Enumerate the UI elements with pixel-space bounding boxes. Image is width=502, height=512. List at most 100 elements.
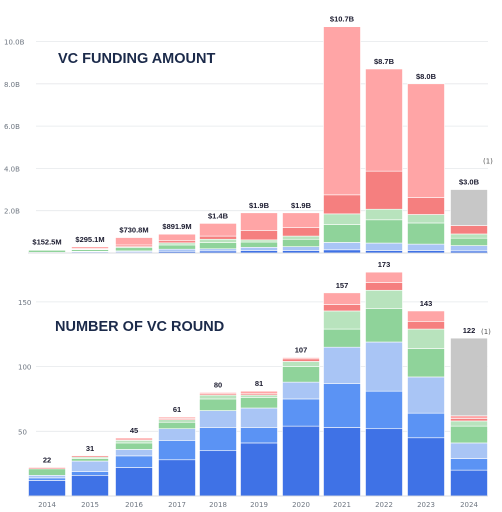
bar-segment — [407, 412, 445, 439]
bar-segment — [323, 346, 361, 384]
bar-segment — [240, 390, 278, 395]
bar-segment — [199, 242, 237, 250]
bar-segment — [365, 170, 403, 210]
bar-segment — [71, 471, 109, 476]
x-tick-label: 2015 — [81, 501, 99, 509]
bar-segment — [450, 458, 488, 471]
x-tick-label: 2021 — [333, 501, 351, 509]
bar-segment — [365, 271, 403, 283]
bar-total-label: $1.9B — [249, 201, 270, 210]
bar-segment — [450, 442, 488, 459]
bar-total-label: $891.9M — [162, 222, 191, 231]
y-tick-label: 50 — [18, 428, 27, 436]
bar-segment — [199, 410, 237, 428]
bar-segment — [282, 212, 320, 228]
chart-title: NUMBER OF VC ROUND — [55, 319, 224, 335]
bar-segment — [240, 394, 278, 398]
bar-total-label: 81 — [255, 379, 263, 388]
bar-segment — [323, 194, 361, 215]
bar-total-label: $295.1M — [75, 235, 104, 244]
bar-segment — [115, 247, 153, 252]
bar-segment — [199, 398, 237, 411]
bar-segment — [450, 237, 488, 246]
bar-segment — [323, 427, 361, 497]
bar-segment — [71, 458, 109, 462]
bar-total-label: 107 — [295, 346, 308, 355]
y-tick-label: 8.0B — [4, 81, 20, 89]
bar-segment — [240, 397, 278, 409]
bar-segment — [323, 26, 361, 196]
bar-segment — [365, 68, 403, 172]
bar-segment — [323, 383, 361, 428]
bar-segment — [240, 230, 278, 241]
bar-segment — [407, 197, 445, 215]
bar-segment — [450, 337, 488, 417]
x-tick-label: 2022 — [375, 501, 393, 509]
bar-total-label: 122 — [463, 326, 476, 335]
x-tick-label: 2018 — [209, 501, 227, 509]
bar-segment — [282, 425, 320, 497]
bar-segment — [158, 440, 196, 461]
bar-segment — [365, 242, 403, 251]
bar-segment — [115, 449, 153, 457]
bar-segment — [199, 392, 237, 395]
chart-title: VC FUNDING AMOUNT — [58, 51, 215, 67]
bar-segment — [450, 420, 488, 427]
bar-total-label: 157 — [336, 281, 349, 290]
bar-total-label: 61 — [173, 405, 181, 414]
y-tick-label: 4.0B — [4, 165, 20, 173]
bar-segment — [240, 246, 278, 251]
bar-segment — [282, 235, 320, 240]
footnote-marker: (1) — [483, 158, 493, 166]
bar-segment — [450, 225, 488, 235]
bar-total-label: 45 — [130, 426, 138, 435]
bar-segment — [240, 241, 278, 248]
x-tick-label: 2023 — [417, 501, 435, 509]
x-tick-label: 2014 — [38, 501, 56, 509]
bar-segment — [282, 246, 320, 251]
bar-segment — [407, 214, 445, 224]
y-tick-label: 150 — [18, 299, 31, 307]
bar-total-label: $8.7B — [374, 57, 395, 66]
bar-segment — [71, 455, 109, 458]
bar-segment — [115, 437, 153, 440]
bar-segment — [158, 240, 196, 244]
bar-segment — [365, 289, 403, 309]
bar-segment — [199, 394, 237, 400]
x-tick-label: 2016 — [125, 501, 143, 509]
bar-segment — [240, 212, 278, 231]
vc-round-count-chart: 50 100 150 22 31 45 61 80 81 107 157 173 143 122 (1) NU… — [18, 260, 491, 509]
bar-segment — [450, 425, 488, 444]
bar-segment — [28, 474, 66, 479]
bar-segment — [158, 416, 196, 419]
bar-total-label: $8.0B — [416, 72, 437, 81]
bar-segment — [199, 235, 237, 240]
y-tick-label: 10.0B — [4, 39, 25, 47]
bar-segment — [323, 224, 361, 243]
bar-segment — [158, 248, 196, 252]
bar-segment — [323, 328, 361, 348]
bar-segment — [365, 341, 403, 392]
bar-segment — [71, 460, 109, 472]
bar-segment — [323, 292, 361, 305]
y-tick-label: 2.0B — [4, 208, 20, 216]
bar-segment — [158, 459, 196, 497]
bar-segment — [323, 213, 361, 225]
bar-segment — [450, 245, 488, 252]
bar-total-label: $3.0B — [459, 178, 480, 187]
bar-segment — [158, 421, 196, 430]
bar-total-label: $152.5M — [32, 238, 61, 247]
bar-segment — [407, 437, 445, 497]
bar-segment — [158, 242, 196, 246]
bar-total-label: $1.9B — [291, 201, 312, 210]
bar-total-label: 143 — [420, 299, 433, 308]
bar-segment — [365, 428, 403, 497]
bar-segment — [450, 469, 488, 497]
bar-segment — [240, 442, 278, 497]
bar-segment — [323, 310, 361, 330]
bar-segment — [158, 428, 196, 441]
bar-segment — [365, 282, 403, 291]
bar-segment — [115, 467, 153, 497]
bar-total-label: $1.4B — [208, 211, 229, 220]
